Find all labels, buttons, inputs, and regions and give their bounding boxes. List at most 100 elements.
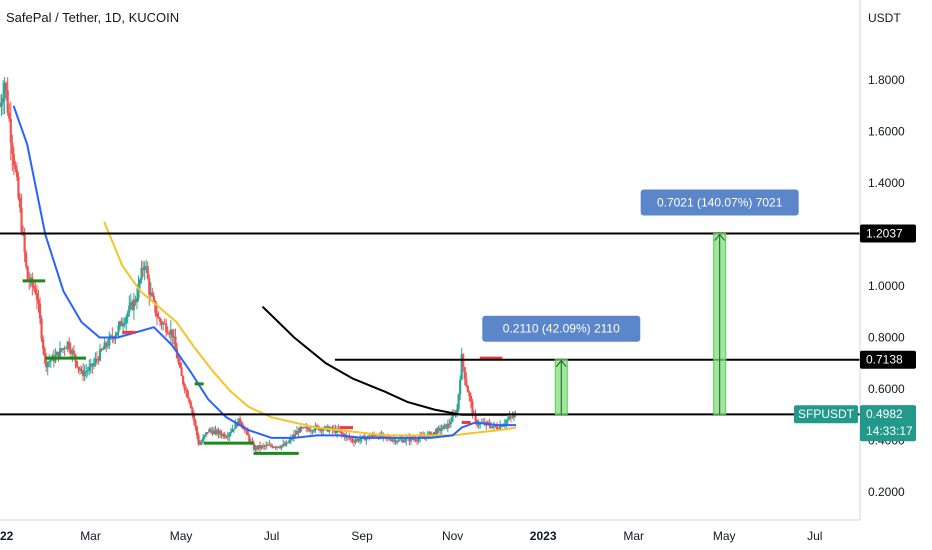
candle-body [349,438,352,440]
candle-body [138,279,142,284]
candle-body [412,439,416,441]
candle-body [80,370,83,372]
candle-body [49,360,52,362]
candle-body [354,440,357,443]
candle-body [115,332,119,336]
candle-body [248,435,251,442]
candle-body [229,431,232,434]
candle-body [26,266,29,280]
moving-averages [12,105,517,439]
x-tick-label: Mar [80,529,101,543]
candle-body [268,444,271,446]
candle-body [389,439,392,441]
y-tick-label: 1.8000 [868,73,905,87]
candle-body [163,323,166,325]
candle-body [198,443,202,445]
candle-body [162,323,165,325]
candle-body [146,266,149,279]
candle-body [108,336,111,346]
candle-body [288,440,291,443]
candle-body [225,437,228,439]
symbol-badge [794,405,858,424]
candle-body [171,329,174,338]
candle-body [202,437,205,442]
candle-body [122,324,125,327]
candle-body [311,430,314,432]
candle-body [185,389,188,391]
candle-body [325,426,328,428]
candle-body [409,437,412,442]
candle-body [145,266,148,268]
candle-body [297,431,300,433]
candle-body [302,427,305,429]
candle-body [371,434,374,437]
y-tick-label: 0.8000 [868,331,905,345]
x-tick-label: Sep [351,529,373,543]
candle-body [415,440,419,442]
candle-body [308,429,311,432]
candle-body [405,438,408,442]
candle-body [152,296,155,301]
candle-body [35,293,39,300]
candle-body [351,438,354,442]
candle-body [271,445,274,448]
candle-body [183,384,186,390]
measure-label-box [482,315,641,342]
candle-body [226,436,229,438]
candle-body [428,432,431,434]
x-tick-label: 2022 [0,529,14,543]
candle-body [446,423,449,429]
candle-body [340,431,343,434]
candle-body [214,429,217,431]
candle-body [379,433,382,439]
candle-body [400,439,403,441]
candle-body [303,427,306,429]
candle-body [192,413,196,421]
candle-body [60,348,63,350]
candle-body [118,321,122,326]
candle-body [315,425,319,427]
candle-body [134,299,137,303]
candle-body [272,446,276,448]
candle-body [177,358,180,363]
candle-body [277,446,280,448]
candle-body [462,354,465,368]
candle-body [445,424,448,429]
candle-body [237,418,240,427]
candle-body [266,445,269,447]
candle-body [157,316,160,319]
candle-body [329,427,332,429]
candle-body [123,323,126,325]
candle-body [403,441,406,443]
candle-body [500,425,503,427]
candle-body [443,424,446,426]
x-axis: 2022 Mar May Jul Sep Nov 2023 Mar May Jul [0,529,822,543]
candle-body [408,437,411,442]
candle-body [83,371,86,376]
candle-body [94,358,97,363]
measure-label: 0.2110 (42.09%) 2110 [503,322,620,336]
measure-label-box [640,189,799,216]
candle-body [355,438,359,441]
candle-body [165,323,168,333]
candle-body [439,428,442,431]
hline-badge [860,224,916,243]
candle-body [477,424,480,426]
hline-badge [860,350,916,369]
candle-body [34,288,37,294]
candle-body [117,325,120,333]
candle-body [38,303,42,319]
candle-body [66,341,69,349]
candle-body [366,435,369,438]
candle-body [215,429,219,435]
candle-body [75,361,79,368]
candle-body [232,428,236,430]
candle-body [151,292,154,297]
candle-body [286,442,289,444]
candle-body [174,336,177,349]
candle-body [466,386,469,393]
candle-body [471,401,474,414]
candle-body [306,427,309,430]
candle-body [1,97,5,103]
